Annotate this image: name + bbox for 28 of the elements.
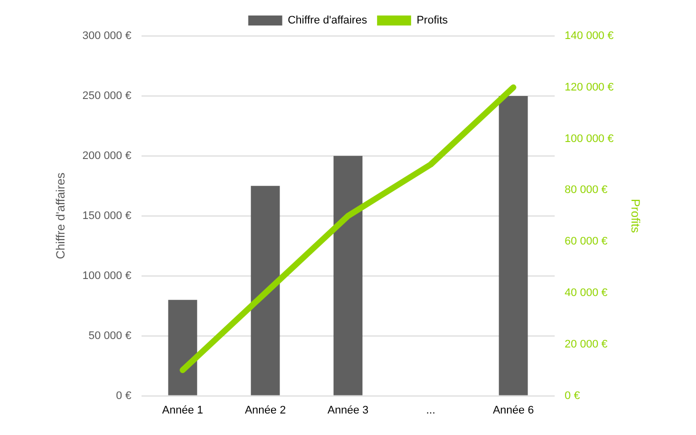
y2-tick-label: 0 €	[564, 390, 580, 402]
y2-tick-label: 120 000 €	[564, 81, 614, 94]
x-tick-label: Année 2	[244, 404, 286, 416]
y-tick-label: 100 000 €	[82, 270, 132, 282]
legend-label: Profits	[416, 14, 448, 27]
y-tick-label: 250 000 €	[82, 90, 132, 102]
y2-tick-label: 140 000 €	[564, 30, 614, 42]
bar	[168, 300, 198, 396]
y-tick-label: 300 000 €	[82, 30, 132, 42]
x-tick-label: Année 1	[162, 404, 204, 416]
bar	[250, 186, 280, 396]
legend-label: Chiffre d'affaires	[288, 14, 368, 27]
y-tick-label: 0 €	[116, 390, 132, 402]
bar	[334, 156, 362, 396]
x-tick-label: ...	[426, 404, 436, 416]
y2-tick-label: 40 000 €	[564, 287, 608, 300]
bar	[498, 96, 528, 396]
x-tick-label: Année 3	[328, 404, 368, 416]
x-tick-label: Année 6	[492, 404, 534, 416]
y-tick-label: 150 000 €	[82, 210, 132, 222]
y2-axis-title: Profits	[628, 198, 642, 233]
y-tick-label: 200 000 €	[82, 150, 132, 162]
y-tick-label: 50 000 €	[88, 330, 132, 342]
y2-tick-label: 100 000 €	[564, 132, 614, 145]
y-axis-title: Chiffre d'affaires	[54, 172, 68, 260]
y2-tick-label: 80 000 €	[564, 184, 608, 196]
y2-tick-label: 20 000 €	[564, 338, 608, 350]
y2-tick-label: 60 000 €	[564, 236, 608, 248]
